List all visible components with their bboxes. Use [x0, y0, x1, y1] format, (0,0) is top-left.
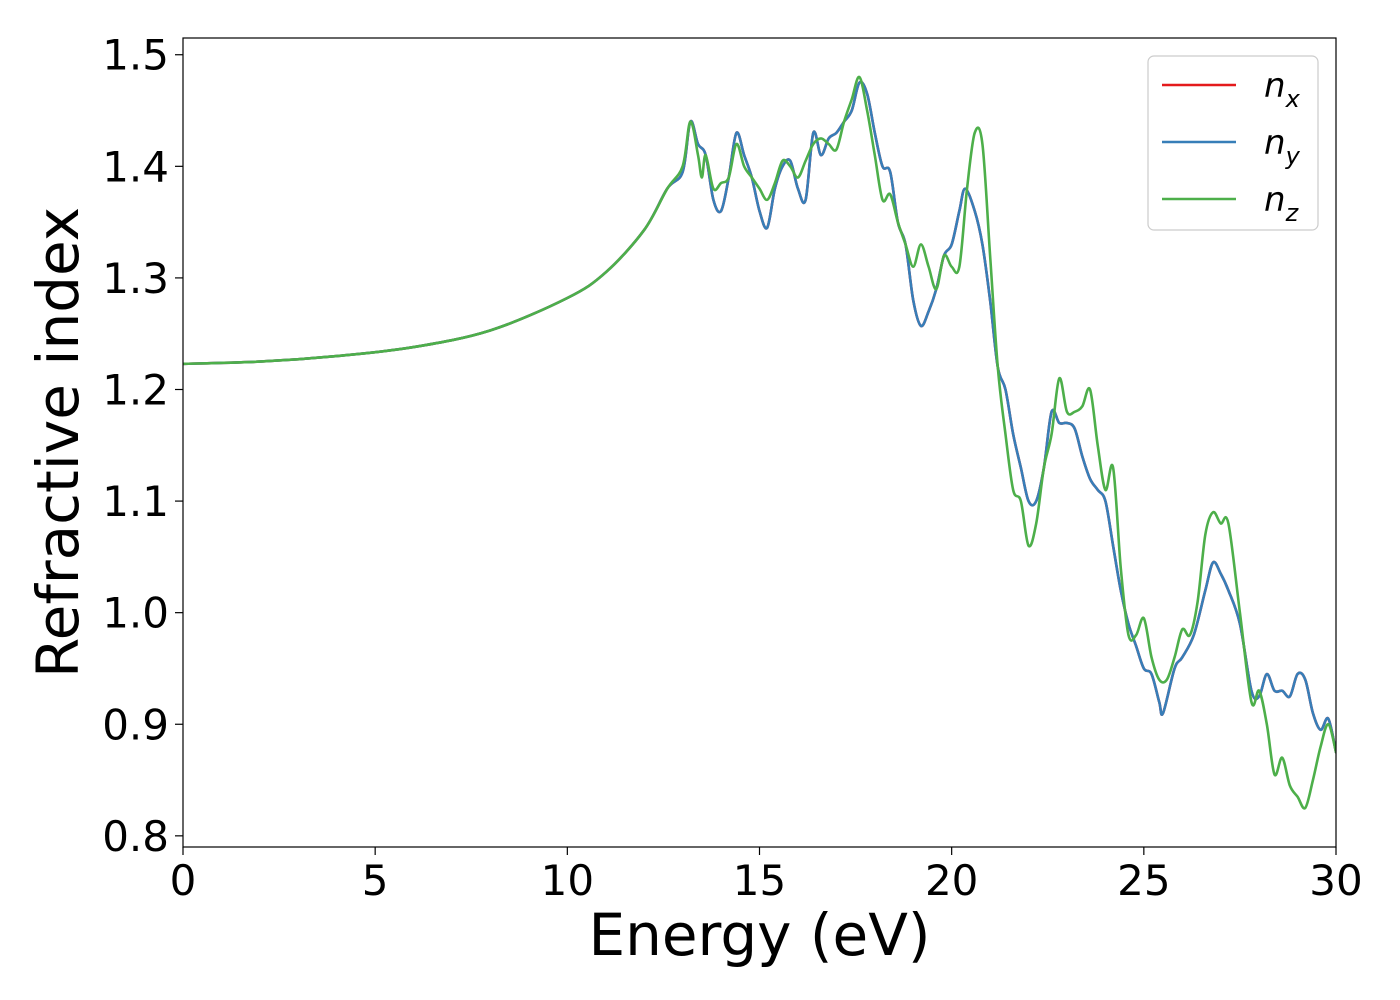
legend-label-ny: ny: [1264, 123, 1301, 170]
x-tick-label: 20: [925, 856, 978, 905]
series-layer: [183, 75, 1336, 810]
y-axis-label: Refractive index: [24, 207, 92, 678]
y-tick-label: 1.4: [102, 142, 169, 191]
x-tick-label: 10: [541, 856, 594, 905]
x-tick-label: 15: [733, 856, 786, 905]
y-tick-label: 0.8: [102, 812, 169, 861]
y-tick-label: 1.5: [102, 31, 169, 80]
x-axis-label: Energy (eV): [588, 901, 930, 969]
x-tick-label: 25: [1117, 856, 1170, 905]
ticks-layer: 0 5 10 15 20 25 30 0.8 0.9 1.0 1.1 1.2 1.3 1.4 1.5: [102, 31, 1363, 905]
y-tick-label: 1.1: [102, 477, 169, 526]
y-tick-label: 0.9: [102, 700, 169, 749]
series-line-nz: [183, 75, 1336, 810]
x-tick-label: 30: [1309, 856, 1362, 905]
y-tick-label: 1.2: [102, 365, 169, 414]
y-tick-label: 1.3: [102, 254, 169, 303]
y-tick-label: 1.0: [102, 589, 169, 638]
x-tick-label: 5: [362, 856, 389, 905]
x-tick-label: 0: [170, 856, 197, 905]
legend-label-nx: nx: [1264, 66, 1301, 113]
